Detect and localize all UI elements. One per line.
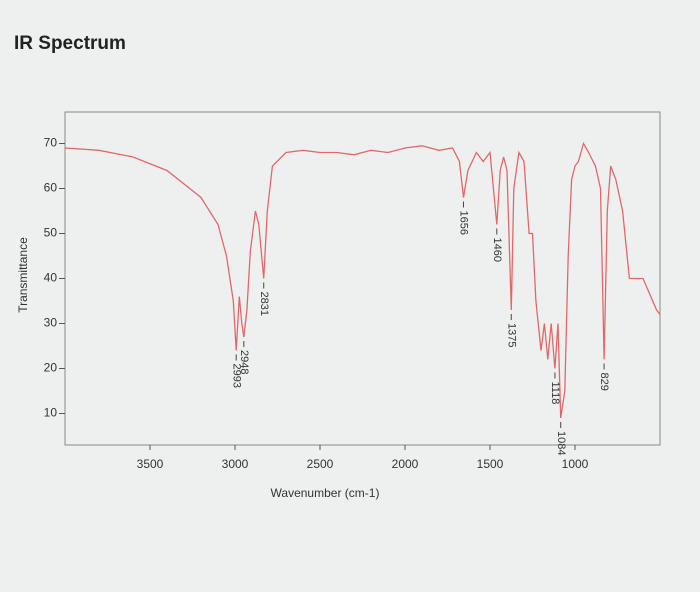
spectrum-line	[64, 141, 661, 419]
y-axis-label: Transmittance	[16, 237, 30, 313]
y-tick-label: 50	[44, 226, 58, 240]
x-tick-label: 2000	[392, 457, 419, 471]
x-tick-label: 3500	[137, 457, 164, 471]
peak-label: 1460	[491, 238, 503, 262]
x-tick-label: 1500	[477, 457, 504, 471]
peak-label: 1375	[505, 323, 517, 347]
y-tick-label: 10	[44, 406, 58, 420]
y-tick-label: 40	[44, 271, 58, 285]
peak-label: 1084	[555, 431, 567, 455]
y-tick-label: 60	[44, 181, 58, 195]
y-tick-label: 70	[44, 136, 58, 150]
peak-label: 1656	[458, 211, 470, 235]
peak-label: 2993	[230, 364, 242, 388]
peak-label: 2831	[258, 292, 270, 316]
y-tick-label: 20	[44, 361, 58, 375]
x-tick-label: 3000	[222, 457, 249, 471]
x-tick-label: 2500	[307, 457, 334, 471]
x-axis-label: Wavenumber (cm-1)	[271, 486, 380, 500]
chart-title: IR Spectrum	[14, 33, 126, 54]
y-tick-label: 30	[44, 316, 58, 330]
peak-label: 829	[598, 373, 610, 391]
peak-label: 2948	[238, 350, 250, 374]
x-tick-label: 1000	[562, 457, 589, 471]
peak-label: 1118	[549, 382, 561, 405]
